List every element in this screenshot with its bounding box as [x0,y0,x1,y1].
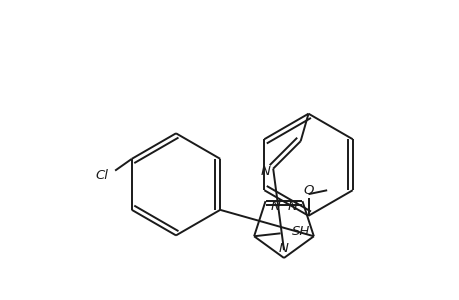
Text: N: N [260,165,270,178]
Text: Cl: Cl [95,169,108,182]
Text: N: N [287,200,297,213]
Text: N: N [279,242,288,255]
Text: SH: SH [292,225,310,238]
Text: N: N [270,200,280,213]
Text: O: O [302,184,313,197]
